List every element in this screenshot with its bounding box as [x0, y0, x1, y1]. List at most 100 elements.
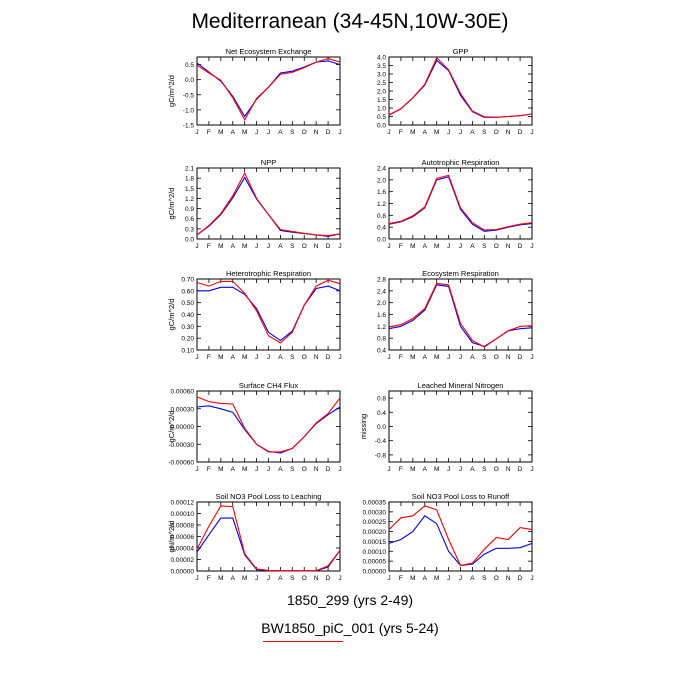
panel-3-xtick-label: A — [423, 243, 428, 250]
panel-4-ytick-label: 0.30 — [181, 324, 194, 331]
panel-1-xtick-label: J — [459, 129, 462, 136]
panel-0-xtick-label: J — [195, 129, 198, 136]
panel-4-series-0 — [197, 285, 341, 342]
panel-6-ylabel: gC/m^2/d — [167, 411, 176, 443]
panel-5-series-1 — [388, 282, 533, 348]
panel-9-ytick-label: 0.00030 — [363, 509, 387, 516]
panel-7-xtick-label: J — [387, 466, 390, 473]
panel-7-xtick-label: M — [434, 466, 439, 473]
panel-4-series-1 — [196, 279, 341, 344]
panel-6-xtick-label: J — [195, 466, 198, 473]
panel-3-ytick-label: 0.8 — [377, 213, 386, 220]
panel-0-xtick-label: M — [242, 129, 247, 136]
panel-0-xtick-label: J — [267, 129, 270, 136]
panel-8-xtick-label: J — [255, 575, 258, 582]
panel-9-xtick-label: S — [482, 575, 487, 582]
panel-5-xtick-label: O — [494, 354, 499, 361]
panel-3-xtick-label: J — [447, 243, 450, 250]
panel-2-frame — [196, 167, 341, 240]
panel-2-series-1 — [196, 171, 341, 237]
panel-5-ytick-label: 1.2 — [377, 324, 386, 331]
panel-2-ytick-label: 0.9 — [185, 206, 194, 213]
panel-3-ytick-label: 2.4 — [377, 166, 386, 173]
panel-9-ytick-label: 0.00000 — [363, 569, 387, 576]
panel-5-xtick-label: A — [470, 354, 475, 361]
panel-5-ytick-label: 0.8 — [377, 336, 386, 343]
panel-7-ylabel: missing — [359, 414, 368, 439]
panel-5-title: Ecosystem Respiration — [422, 269, 499, 278]
panel-6-xtick-label: D — [326, 466, 331, 473]
panel-2-xtick-label: D — [326, 243, 331, 250]
panel-6-xtick-label: F — [207, 466, 211, 473]
panel-2-xtick-label: F — [207, 243, 211, 250]
panel-1-series-0 — [388, 59, 533, 118]
panel-8-xtick-label: A — [231, 575, 236, 582]
panel-0-xtick-label: S — [290, 129, 295, 136]
panel-0-frame — [196, 56, 341, 126]
panel-4-ytick-label: 0.70 — [181, 277, 194, 284]
panel-9-ytick-label: 0.00025 — [363, 519, 387, 526]
panel-5-xtick-label: J — [530, 354, 533, 361]
panel-1-ytick-label: 0.0 — [377, 123, 386, 130]
panel-6-xtick-label: A — [278, 466, 283, 473]
panel-0-xtick-label: A — [231, 129, 236, 136]
panel-6-ytick-label: -0.00060 — [168, 460, 194, 467]
panel-9-xtick-label: D — [518, 575, 523, 582]
panel-8-xtick-label: D — [326, 575, 331, 582]
panel-4-xtick-label: M — [218, 354, 223, 361]
panel-0-xtick-label: M — [218, 129, 223, 136]
panel-2-xtick-label: J — [338, 243, 341, 250]
panel-0-ytick-label: -0.5 — [183, 92, 195, 99]
panel-9-ytick-label: 0.00010 — [363, 549, 387, 556]
panel-9-xtick-label: J — [459, 575, 462, 582]
panel-2-xtick-label: J — [255, 243, 258, 250]
panel-1-xtick-label: M — [410, 129, 415, 136]
panel-7-ytick-label: 0.0 — [377, 424, 386, 431]
panel-2-xtick-label: A — [231, 243, 236, 250]
panel-6-ytick-label: 0.00030 — [171, 406, 195, 413]
panel-2-ytick-label: 1.2 — [185, 196, 194, 203]
panel-0-xtick-label: N — [314, 129, 319, 136]
panel-3-xtick-label: A — [470, 243, 475, 250]
panel-4-title: Heterotrophic Respiration — [226, 269, 311, 278]
panel-9-ytick-label: 0.00005 — [363, 559, 387, 566]
panel-4-xtick-label: S — [290, 354, 295, 361]
panel-8-xtick-label: M — [218, 575, 223, 582]
panel-3-ytick-label: 2.0 — [377, 177, 386, 184]
panel-6-series-1 — [196, 396, 341, 453]
panel-7-xtick-label: F — [399, 466, 403, 473]
legend-line-1 — [263, 641, 343, 642]
panel-5-xtick-label: M — [434, 354, 439, 361]
panel-3-xtick-label: N — [506, 243, 511, 250]
panel-3-ytick-label: 0.0 — [377, 237, 386, 244]
panel-3-frame — [388, 167, 533, 240]
panel-8-xtick-label: O — [302, 575, 307, 582]
panel-9-xtick-label: A — [470, 575, 475, 582]
panel-9-xtick-label: N — [506, 575, 511, 582]
panel-7-xtick-label: S — [482, 466, 487, 473]
panel-5-ytick-label: 0.4 — [377, 348, 386, 355]
panel-1-xtick-label: S — [482, 129, 487, 136]
panel-0-title: Net Ecosystem Exchange — [226, 47, 312, 56]
panel-1-ytick-label: 1.5 — [377, 97, 386, 104]
panel-5-series-0 — [388, 284, 533, 348]
panel-6-ytick-label: 0.00000 — [171, 424, 195, 431]
panel-4-ytick-label: 0.10 — [181, 348, 194, 355]
panel-1-ytick-label: 3.5 — [377, 63, 386, 70]
panel-1-xtick-label: J — [530, 129, 533, 136]
panel-8-ytick-label: 0.00010 — [171, 511, 195, 518]
panel-0-xtick-label: A — [278, 129, 283, 136]
panel-9-xtick-label: O — [494, 575, 499, 582]
panel-9-xtick-label: J — [387, 575, 390, 582]
panel-1-xtick-label: A — [423, 129, 428, 136]
panel-6-ytick-label: -0.00030 — [168, 442, 194, 449]
panel-8-ytick-label: 0.00004 — [171, 546, 195, 553]
panel-3-title: Autotrophic Respiration — [422, 158, 500, 167]
panel-4-xtick-label: N — [314, 354, 319, 361]
panel-1-xtick-label: O — [494, 129, 499, 136]
panel-1-xtick-label: J — [387, 129, 390, 136]
panel-0-ytick-label: 0.0 — [185, 77, 194, 84]
panel-2-ytick-label: 0.3 — [185, 226, 194, 233]
panel-8-series-0 — [196, 517, 341, 572]
